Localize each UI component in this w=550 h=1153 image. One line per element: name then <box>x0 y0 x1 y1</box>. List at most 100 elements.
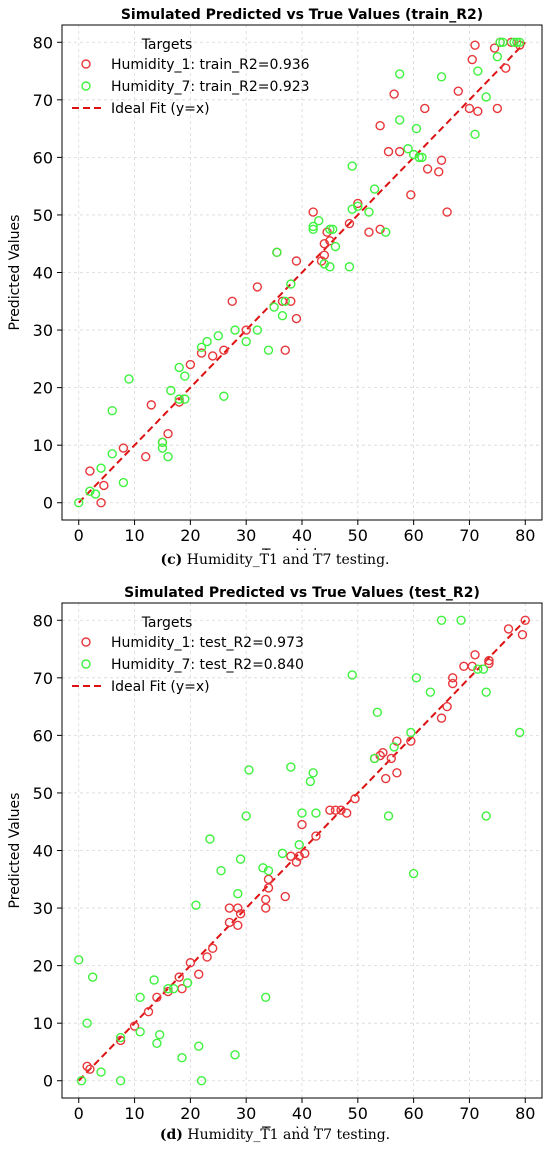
humidity-7-point <box>411 123 422 134</box>
humidity-7-point <box>149 975 159 985</box>
humidity-7-point <box>406 727 416 738</box>
humidity-1-point <box>436 713 447 723</box>
humidity-7-point <box>319 259 330 269</box>
humidity-7-point <box>286 279 296 289</box>
humidity-1-point <box>467 661 477 672</box>
humidity-7-point <box>456 615 466 625</box>
humidity-1-point <box>394 146 405 157</box>
chart-panel-train: Simulated Predicted vs True Values (trai… <box>7 7 543 568</box>
humidity-1-point <box>163 986 173 997</box>
humidity-1-point <box>341 808 352 818</box>
humidity-1-point <box>484 655 494 666</box>
humidity-7-point <box>411 673 422 683</box>
humidity-7-point <box>163 983 173 994</box>
humidity-1-point <box>263 874 274 884</box>
humidity-7-point <box>154 1029 165 1040</box>
y-tick-label: 40 <box>33 842 53 861</box>
x-tick-label: 50 <box>348 1104 368 1123</box>
humidity-7-point <box>213 331 223 341</box>
humidity-7-point <box>230 325 240 335</box>
humidity-7-point <box>87 972 98 982</box>
humidity-1-point <box>115 1035 126 1046</box>
humidity-7-point <box>182 978 193 988</box>
humidity-1-point <box>517 629 528 640</box>
y-tick-label: 40 <box>33 264 53 283</box>
humidity-7-point <box>96 1067 106 1077</box>
humidity-7-point <box>272 247 282 258</box>
humidity-7-point <box>308 224 318 235</box>
humidity-7-point <box>408 868 419 879</box>
humidity-1-point <box>129 1021 140 1031</box>
legend-label: Ideal Fit (y=x) <box>111 101 210 117</box>
humidity-7-point <box>157 443 168 453</box>
y-tick-label: 70 <box>33 669 53 688</box>
humidity-7-point <box>473 66 483 76</box>
humidity-1-point <box>392 736 402 746</box>
humidity-1-point <box>174 972 184 982</box>
humidity-7-point <box>230 1050 240 1060</box>
humidity-7-point <box>347 670 357 680</box>
humidity-7-point <box>74 955 84 965</box>
x-tick-label: 10 <box>124 526 144 545</box>
humidity-7-point <box>314 215 324 226</box>
humidity-1-point <box>207 943 218 954</box>
humidity-7-point <box>364 207 374 217</box>
humidity-1-point <box>227 296 237 306</box>
humidity-1-point <box>447 673 458 683</box>
humidity-7-point <box>96 463 106 473</box>
humidity-7-point <box>135 992 145 1002</box>
humidity-1-point <box>473 106 483 117</box>
humidity-1-point <box>280 891 290 902</box>
humidity-7-point <box>261 992 271 1002</box>
x-tick-label: 30 <box>236 526 256 545</box>
y-tick-label: 20 <box>33 379 53 398</box>
humidity-7-point <box>417 152 427 163</box>
legend-label: Humidity_7: train_R2=0.923 <box>111 79 310 95</box>
humidity-7-point <box>498 37 508 47</box>
humidity-7-point <box>252 325 263 335</box>
humidity-7-point <box>280 296 290 306</box>
humidity-7-point <box>353 201 363 212</box>
humidity-1-point <box>447 678 458 689</box>
caption-label: (d) <box>159 1127 183 1143</box>
humidity-7-point <box>495 37 505 47</box>
humidity-1-point <box>336 805 346 815</box>
humidity-1-point <box>406 190 416 200</box>
humidity-7-point <box>205 834 215 844</box>
x-tick-label: 20 <box>180 526 200 545</box>
humidity-7-point <box>425 687 436 697</box>
humidity-7-point <box>241 336 251 347</box>
humidity-1-point <box>224 917 235 928</box>
figure-caption-d: (d) Humidity_T1 and T7 testing. <box>0 1127 550 1143</box>
humidity-1-point <box>235 909 246 919</box>
humidity-7-point <box>202 336 212 347</box>
humidity-7-point <box>492 51 503 62</box>
humidity-7-point <box>436 72 447 82</box>
humidity-1-point <box>434 167 444 177</box>
humidity-7-point <box>107 449 117 459</box>
humidity-7-point <box>196 1076 207 1086</box>
x-tick-label: 60 <box>403 1104 423 1123</box>
humidity-1-point <box>422 164 433 174</box>
humidity-1-point <box>185 359 196 370</box>
humidity-7-point <box>277 310 288 321</box>
x-tick-label: 20 <box>180 1104 200 1123</box>
legend-label: Humidity_1: train_R2=0.936 <box>111 57 310 73</box>
y-tick-label: 50 <box>33 784 53 803</box>
humidity-7-point <box>157 437 168 447</box>
humidity-1-point <box>146 400 157 410</box>
humidity-1-point <box>489 43 500 53</box>
x-tick-label: 60 <box>403 526 423 545</box>
humidity-7-point <box>196 342 207 353</box>
chart-title: Simulated Predicted vs True Values (trai… <box>121 7 483 23</box>
humidity-7-point <box>85 486 95 496</box>
caption-label: (c) <box>160 552 183 568</box>
y-tick-label: 80 <box>33 33 53 52</box>
humidity-1-point <box>152 992 162 1002</box>
x-tick-label: 50 <box>348 526 368 545</box>
humidity-1-point <box>484 658 494 669</box>
humidity-1-point <box>85 466 95 476</box>
humidity-1-point <box>453 86 463 96</box>
humidity-1-point <box>501 63 511 73</box>
humidity-1-point <box>467 54 477 65</box>
